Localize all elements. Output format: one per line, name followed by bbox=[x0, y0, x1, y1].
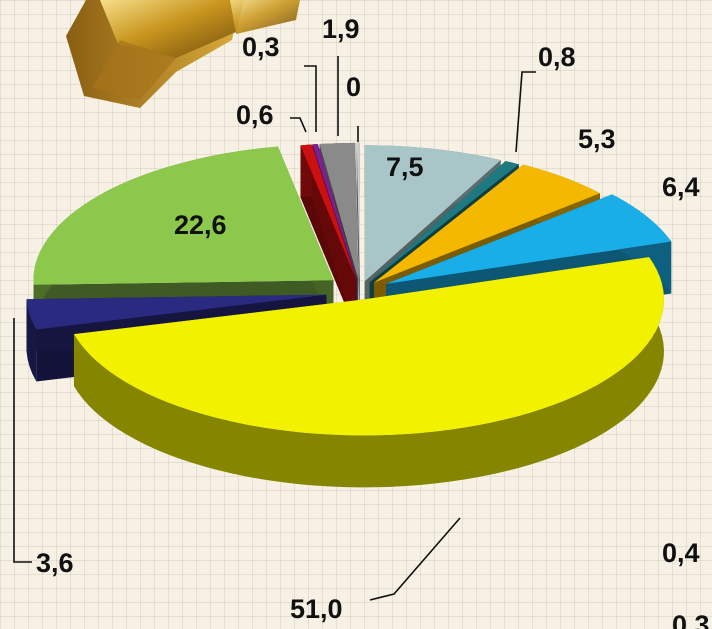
slice-top bbox=[356, 142, 360, 279]
leader-line-0-8 bbox=[515, 71, 536, 153]
label-7-5: 7,5 bbox=[386, 152, 424, 182]
label-6-4: 6,4 bbox=[662, 172, 700, 202]
slice-top bbox=[386, 194, 672, 284]
leader-line-0-6 bbox=[290, 117, 307, 133]
pie-slice-51-0 bbox=[73, 257, 664, 488]
label-0: 0 bbox=[346, 72, 361, 102]
label-5-3: 5,3 bbox=[578, 124, 616, 154]
slice-top bbox=[26, 294, 327, 330]
slice-outer-wall bbox=[73, 257, 664, 488]
leader-line-3-6 bbox=[13, 318, 32, 563]
slice-top bbox=[33, 146, 334, 285]
label-51-0: 51,0 bbox=[290, 594, 343, 624]
label-22-6: 22,6 bbox=[174, 210, 227, 240]
label-0-6: 0,6 bbox=[236, 100, 274, 130]
slice-top bbox=[73, 257, 664, 436]
label-extra-0-3: 0,3 bbox=[672, 610, 710, 629]
label-0-3: 0,3 bbox=[242, 32, 280, 62]
slice-top bbox=[300, 144, 357, 279]
leader-lines bbox=[13, 56, 536, 601]
slice-top bbox=[373, 164, 600, 283]
leader-line-51-0 bbox=[369, 517, 461, 601]
data-labels: 7,5 0,8 5,3 6,4 51,0 3,6 22,6 0,6 0,3 1,… bbox=[36, 14, 710, 629]
slice-top bbox=[364, 145, 501, 282]
slice-top bbox=[312, 144, 357, 279]
pie-slice-0 bbox=[356, 142, 360, 331]
label-0-8: 0,8 bbox=[538, 42, 576, 72]
label-extra-0-4: 0,4 bbox=[662, 538, 700, 568]
slice-outer-wall bbox=[26, 299, 37, 382]
gold-bar-image bbox=[66, 0, 300, 108]
leader-line-0-3 bbox=[304, 65, 317, 132]
pie-slice-0-6 bbox=[300, 144, 357, 331]
label-1-9: 1,9 bbox=[322, 14, 360, 44]
slice-top bbox=[319, 142, 359, 279]
slice-top bbox=[369, 161, 519, 283]
pie-slices bbox=[26, 142, 672, 488]
label-3-6: 3,6 bbox=[36, 548, 74, 578]
